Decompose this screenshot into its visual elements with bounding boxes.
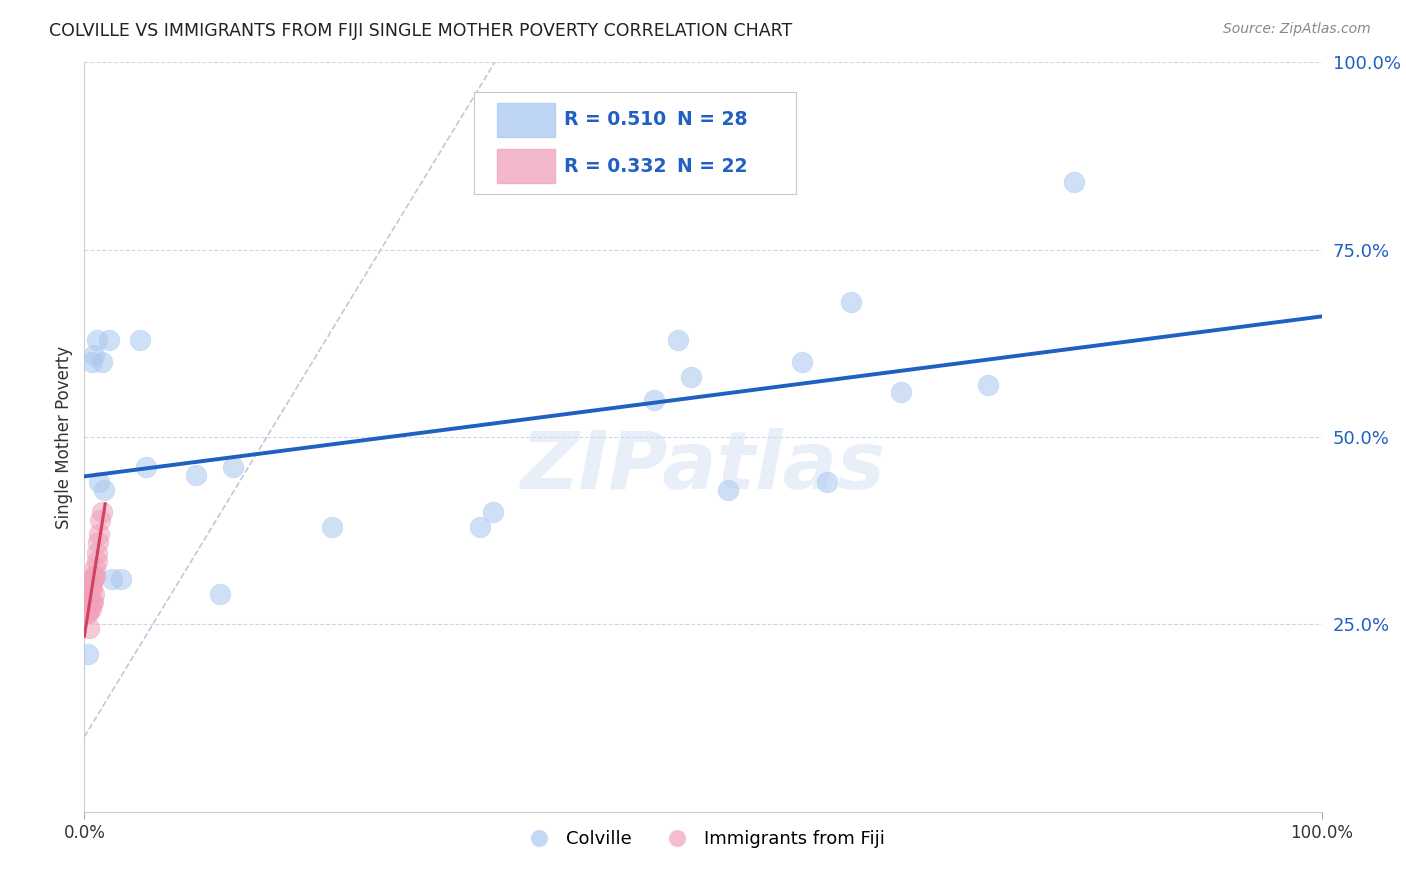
Point — [470, 520, 492, 534]
Point — [209, 587, 232, 601]
Point — [717, 483, 740, 497]
Point — [90, 505, 112, 519]
Point — [84, 568, 107, 582]
Point — [83, 348, 105, 362]
Point — [481, 505, 503, 519]
Point — [90, 355, 112, 369]
Point — [89, 512, 111, 526]
Point — [976, 377, 998, 392]
Point — [79, 602, 101, 616]
Point — [83, 587, 105, 601]
Point — [82, 573, 104, 587]
Point — [76, 606, 98, 620]
Point — [129, 333, 152, 347]
Point — [86, 546, 108, 560]
Point — [93, 483, 115, 497]
Point — [841, 295, 863, 310]
Point — [89, 475, 111, 489]
Point — [890, 385, 912, 400]
Point — [321, 520, 343, 534]
Point — [77, 648, 100, 662]
Point — [135, 460, 157, 475]
Point — [1063, 175, 1085, 189]
Point — [184, 467, 207, 482]
Point — [100, 573, 122, 587]
Text: COLVILLE VS IMMIGRANTS FROM FIJI SINGLE MOTHER POVERTY CORRELATION CHART: COLVILLE VS IMMIGRANTS FROM FIJI SINGLE … — [49, 22, 793, 40]
Point — [84, 561, 107, 575]
Point — [89, 527, 111, 541]
Text: ZIPatlas: ZIPatlas — [520, 428, 886, 506]
Point — [82, 595, 104, 609]
Point — [222, 460, 245, 475]
Point — [679, 370, 702, 384]
Point — [79, 580, 101, 594]
Point — [790, 355, 813, 369]
Point — [643, 392, 665, 407]
Point — [815, 475, 838, 489]
Text: Source: ZipAtlas.com: Source: ZipAtlas.com — [1223, 22, 1371, 37]
Point — [666, 333, 689, 347]
Point — [98, 333, 121, 347]
Point — [79, 621, 101, 635]
Point — [79, 602, 101, 616]
Legend: Colville, Immigrants from Fiji: Colville, Immigrants from Fiji — [513, 822, 893, 855]
Point — [75, 583, 97, 598]
Point — [83, 568, 105, 582]
Point — [77, 606, 100, 620]
Point — [87, 535, 110, 549]
Point — [80, 595, 103, 609]
Point — [77, 595, 100, 609]
Point — [110, 573, 132, 587]
Point — [86, 554, 108, 568]
Point — [80, 580, 103, 594]
Point — [86, 333, 108, 347]
Y-axis label: Single Mother Poverty: Single Mother Poverty — [55, 345, 73, 529]
Point — [80, 355, 103, 369]
